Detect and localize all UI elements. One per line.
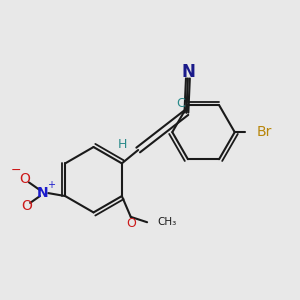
Text: O: O: [21, 200, 32, 214]
Text: O: O: [126, 217, 136, 230]
Text: −: −: [11, 164, 21, 177]
Text: Br: Br: [257, 125, 272, 139]
Text: O: O: [19, 172, 30, 186]
Text: N: N: [182, 63, 195, 81]
Text: H: H: [118, 138, 128, 151]
Text: CH₃: CH₃: [158, 217, 177, 227]
Text: N: N: [37, 186, 49, 200]
Text: C: C: [177, 97, 185, 110]
Text: +: +: [47, 180, 55, 190]
